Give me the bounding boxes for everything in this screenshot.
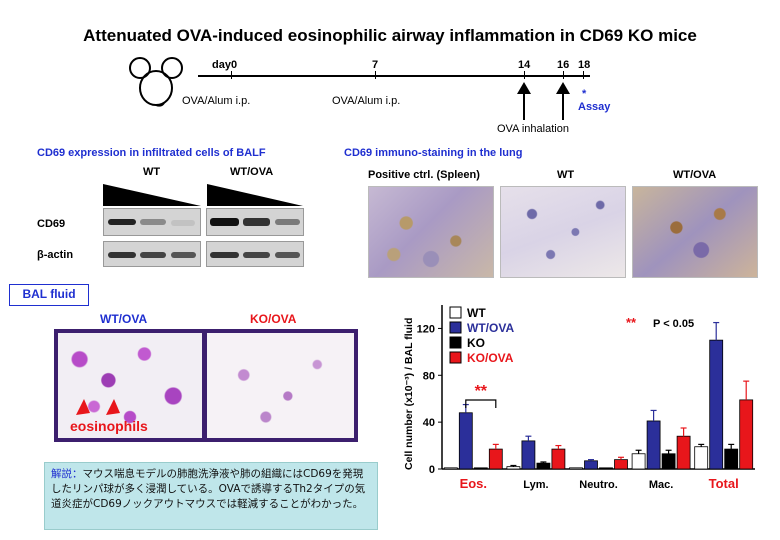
bar: [536, 462, 551, 470]
bar: [646, 420, 661, 470]
assay-label: Assay: [578, 101, 611, 113]
bal-fluid-text: BAL fluid: [22, 287, 76, 301]
bal-fluid-label: BAL fluid: [9, 284, 89, 306]
significance-label: P < 0.05: [653, 318, 694, 330]
bar: [739, 399, 754, 470]
significance-bracket: [465, 399, 497, 408]
figure-title: Attenuated OVA-induced eosinophilic airw…: [83, 26, 697, 45]
day-label: 18: [578, 59, 591, 71]
timeline: day0 7 14 16 18 OVA/Alum i.p. OVA/Alum i…: [0, 0, 780, 140]
x-tick-label: Neutro.: [579, 479, 618, 491]
bal-panel-label: KO/OVA: [250, 312, 297, 326]
x-tick-label: Lym.: [523, 479, 548, 491]
significance-marker: **: [626, 315, 637, 330]
ihc-image-wt: [500, 186, 626, 278]
bar: [458, 412, 473, 470]
legend-label: KO/OVA: [467, 351, 514, 365]
timeline-tick: [524, 71, 525, 79]
bar: [569, 467, 583, 470]
y-tick-label: 40: [423, 417, 435, 429]
ihc-panel-label: Positive ctrl. (Spleen): [368, 169, 480, 181]
gel-cd69-wt: [103, 208, 201, 236]
legend-swatch: [449, 321, 462, 334]
rtpcr-row-label: β-actin: [37, 249, 74, 261]
rtpcr-group-label: WT: [143, 166, 161, 178]
ihc-panel-label: WT/OVA: [673, 169, 717, 181]
bar: [473, 467, 488, 470]
y-tick-label: 120: [417, 323, 435, 335]
gel-actin-wtova: [206, 241, 304, 267]
bal-image-wtova: [58, 333, 202, 438]
mouse-icon: [129, 57, 183, 107]
day-label: 7: [372, 59, 379, 71]
legend-label: KO: [467, 336, 485, 350]
bal-panel-label: WT/OVA: [100, 312, 148, 326]
gel-actin-wt: [103, 241, 201, 267]
dilution-wedge-icon: [103, 184, 303, 206]
timeline-axis: [198, 75, 590, 77]
y-axis-label: Cell number (x10⁻³) / BAL fluid: [403, 318, 415, 470]
legend-swatch: [449, 306, 462, 319]
x-tick-label: Mac.: [649, 479, 673, 491]
timeline-tick: [563, 71, 564, 79]
bar: [599, 467, 613, 470]
bar: [709, 339, 724, 470]
bar: [506, 466, 521, 470]
ihc-image-spleen: [368, 186, 494, 278]
rtpcr-heading: CD69 expression in infiltrated cells of …: [37, 147, 266, 159]
bal-image-frame: [54, 329, 358, 442]
x-tick-label: Total: [709, 476, 739, 491]
timeline-tick: [583, 71, 584, 79]
bar: [614, 459, 628, 470]
day-label: day0: [212, 59, 238, 71]
legend-swatch: [449, 351, 462, 364]
bar: [661, 453, 676, 470]
ihc-panel-label: WT: [557, 169, 575, 181]
inhalation-arrow-icon: [556, 82, 570, 120]
bal-image-koova: [207, 333, 354, 438]
x-tick-label: Eos.: [460, 476, 487, 491]
timeline-tick: [231, 71, 232, 79]
eosinophils-label: eosinophils: [70, 418, 148, 434]
assay-star: *: [582, 88, 587, 100]
ihc-heading: CD69 immuno-staining in the lung: [344, 147, 523, 159]
legend-label: WT: [467, 306, 486, 320]
inhalation-arrow-icon: [517, 82, 531, 120]
timeline-tick: [375, 71, 376, 79]
day-label: 16: [557, 59, 570, 71]
gel-cd69-wtova: [206, 208, 304, 236]
day-label: 14: [518, 59, 531, 71]
bar: [488, 448, 503, 470]
rtpcr-group-label: WT/OVA: [230, 166, 274, 178]
bar: [724, 448, 739, 470]
bar: [521, 440, 536, 470]
bar: [694, 446, 709, 470]
ihc-image-wtova: [632, 186, 758, 278]
treatment-label: OVA/Alum i.p.: [182, 95, 251, 107]
bar: [551, 448, 566, 470]
note-text: マウス喘息モデルの肺胞洗浄液や肺の組織にはCD69を発現したリンパ球が多く浸潤し…: [51, 468, 366, 510]
y-tick-label: 80: [423, 370, 435, 382]
explanation-note: 解説：マウス喘息モデルの肺胞洗浄液や肺の組織にはCD69を発現したリンパ球が多く…: [44, 462, 378, 530]
legend-label: WT/OVA: [467, 321, 514, 335]
rtpcr-row-label: CD69: [37, 218, 66, 230]
eosinophil-pointer-icon: [76, 399, 120, 415]
bar: [631, 453, 646, 470]
y-tick-label: 0: [429, 464, 435, 476]
bar: [676, 435, 691, 470]
bar: [443, 467, 458, 470]
significance-marker: **: [475, 383, 488, 400]
legend-swatch: [449, 336, 462, 349]
inhalation-label: OVA inhalation: [497, 123, 569, 135]
bar: [584, 460, 598, 470]
treatment-label: OVA/Alum i.p.: [332, 95, 401, 107]
note-label: 解説：: [51, 468, 83, 480]
